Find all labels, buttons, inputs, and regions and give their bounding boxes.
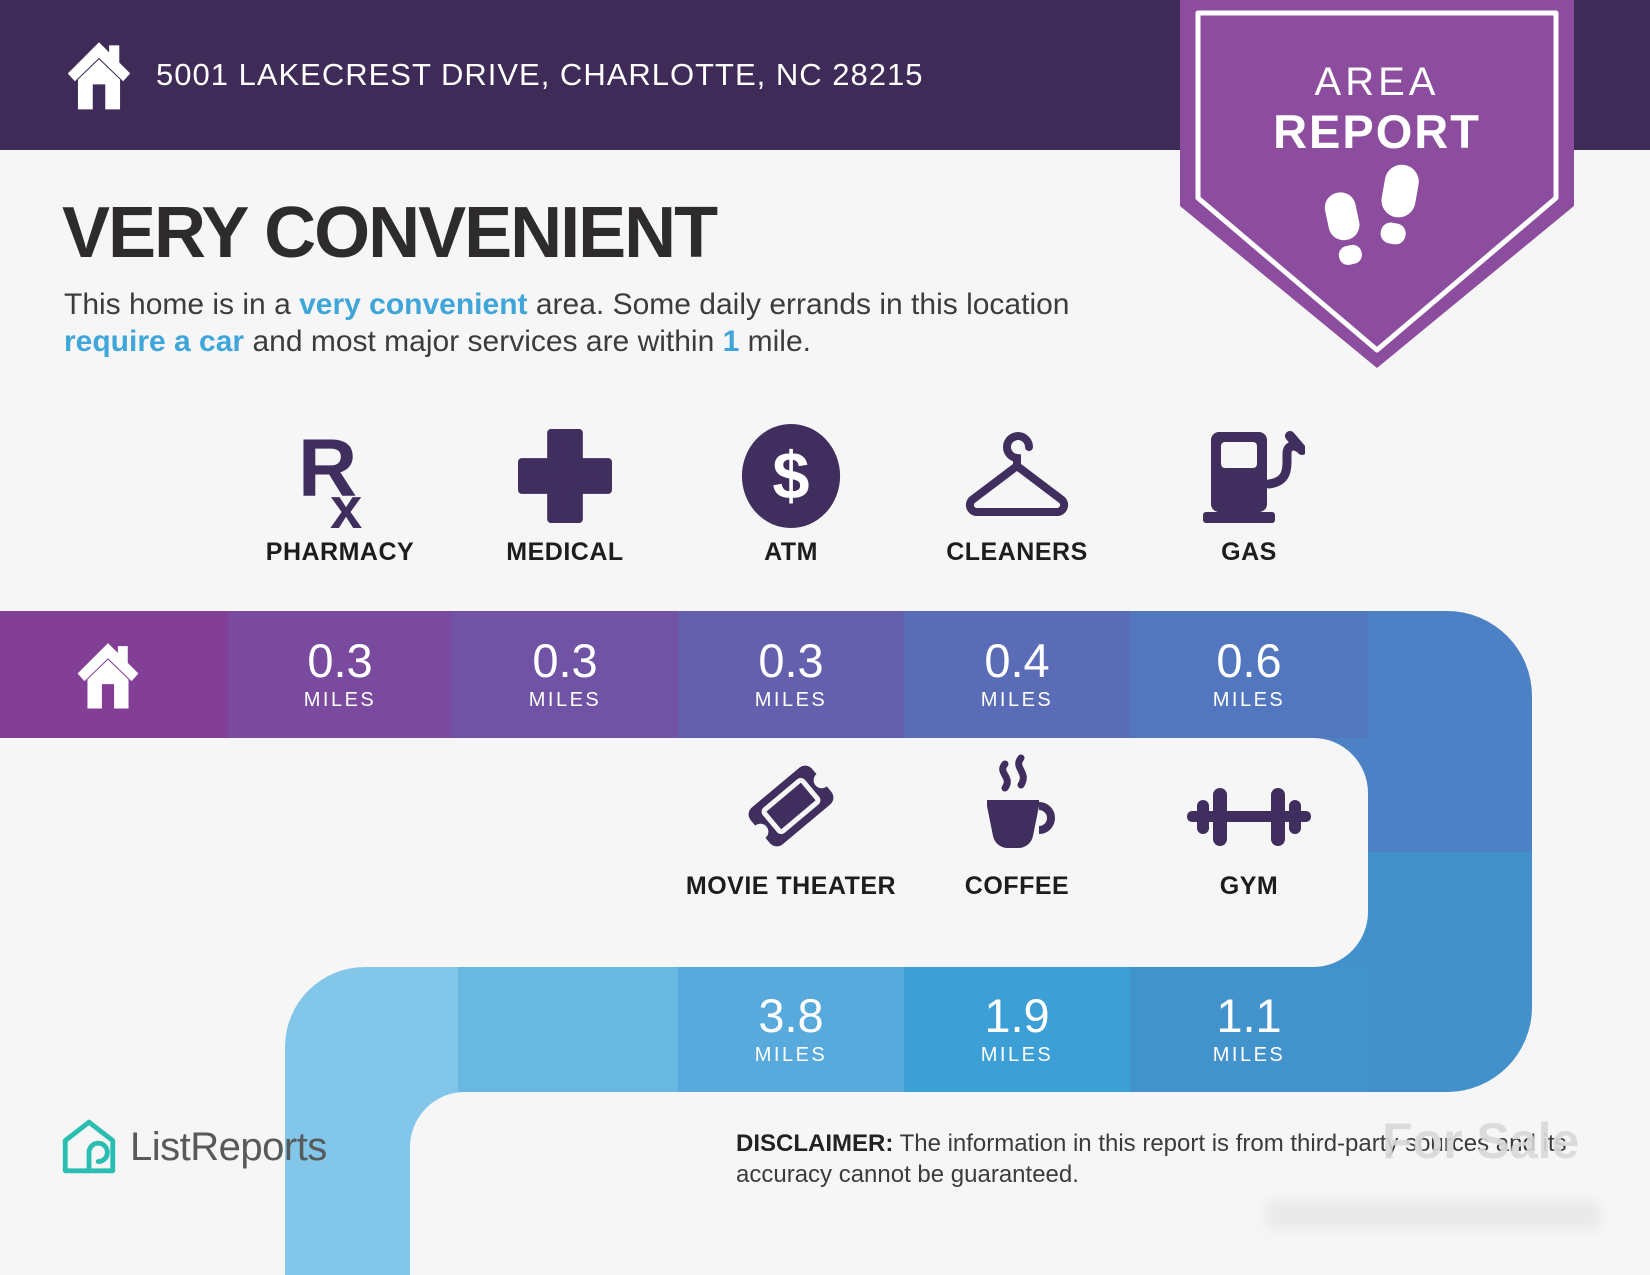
property-address: 5001 LAKECREST DRIVE, CHARLOTTE, NC 2821… xyxy=(156,57,924,92)
distance-unit: MILES xyxy=(980,1044,1054,1066)
svg-text:R: R xyxy=(298,423,357,514)
distance-value: 0.4 xyxy=(984,634,1050,687)
distance-unit: MILES xyxy=(754,689,828,711)
distance-cell-movie-theater: 3.8 MILES xyxy=(678,967,904,1092)
intro-paragraph: This home is in a very convenient area. … xyxy=(64,288,1070,358)
service-label-pharmacy: PHARMACY xyxy=(265,538,415,566)
home-icon xyxy=(67,42,131,110)
logo-text: ListReports xyxy=(130,1124,327,1169)
service-label-medical: MEDICAL xyxy=(506,538,624,566)
distance-value: 0.6 xyxy=(1216,634,1282,687)
distance-value: 1.9 xyxy=(984,989,1050,1042)
page-title: VERY CONVENIENT xyxy=(62,193,718,273)
distance-cell-medical: 0.3 MILES xyxy=(452,611,678,738)
distance-cell-atm: 0.3 MILES xyxy=(678,611,904,738)
disclaimer-label: DISCLAIMER: xyxy=(736,1130,894,1157)
service-label-gym: GYM xyxy=(1219,872,1279,900)
disclaimer: DISCLAIMER: The information in this repo… xyxy=(736,1130,1567,1188)
bar-home-icon xyxy=(77,643,139,709)
svg-text:$: $ xyxy=(772,440,809,514)
distance-value: 1.1 xyxy=(1216,989,1282,1042)
medical-cross-icon xyxy=(455,418,675,530)
distance-unit: MILES xyxy=(754,1044,828,1066)
watermark: For Sale xyxy=(1382,1113,1580,1169)
distance-value: 3.8 xyxy=(758,989,824,1042)
service-label-atm: ATM xyxy=(764,538,818,566)
distance-value: 0.3 xyxy=(532,634,598,687)
atm-dollar-icon: $ xyxy=(681,418,901,530)
coffee-cup-icon xyxy=(907,754,1127,868)
gas-pump-icon xyxy=(1139,418,1359,530)
distance-unit: MILES xyxy=(528,689,602,711)
distance-cell-pharmacy: 0.3 MILES xyxy=(228,611,452,738)
listreports-logo: ListReports xyxy=(62,1118,327,1176)
watermark-blur xyxy=(1266,1200,1600,1230)
distance-value: 0.3 xyxy=(758,634,824,687)
service-label-gas: GAS xyxy=(1221,538,1277,566)
service-label-cleaners: CLEANERS xyxy=(946,538,1088,566)
distance-value: 0.3 xyxy=(307,634,373,687)
distance-unit: MILES xyxy=(980,689,1054,711)
service-label-movie-theater: MOVIE THEATER xyxy=(685,872,897,900)
distance-cell-cleaners: 0.4 MILES xyxy=(904,611,1130,738)
logo-house-icon xyxy=(62,1119,116,1174)
service-label-coffee: COFFEE xyxy=(964,872,1070,900)
footprints-icon xyxy=(1324,164,1419,265)
distance-unit: MILES xyxy=(1212,689,1286,711)
distance-unit: MILES xyxy=(1212,1044,1286,1066)
distance-unit: MILES xyxy=(303,689,377,711)
hanger-icon xyxy=(907,418,1127,530)
header-bar: 5001 LAKECREST DRIVE, CHARLOTTE, NC 2821… xyxy=(0,0,1650,150)
pharmacy-rx-icon: R x xyxy=(230,418,450,530)
dumbbell-icon xyxy=(1139,756,1359,868)
svg-text:x: x xyxy=(330,476,362,530)
distance-cell-gas: 0.6 MILES xyxy=(1130,611,1368,738)
ticket-icon xyxy=(681,756,901,868)
distance-cell-coffee: 1.9 MILES xyxy=(904,967,1130,1092)
distance-cell-gym: 1.1 MILES xyxy=(1130,967,1368,1092)
